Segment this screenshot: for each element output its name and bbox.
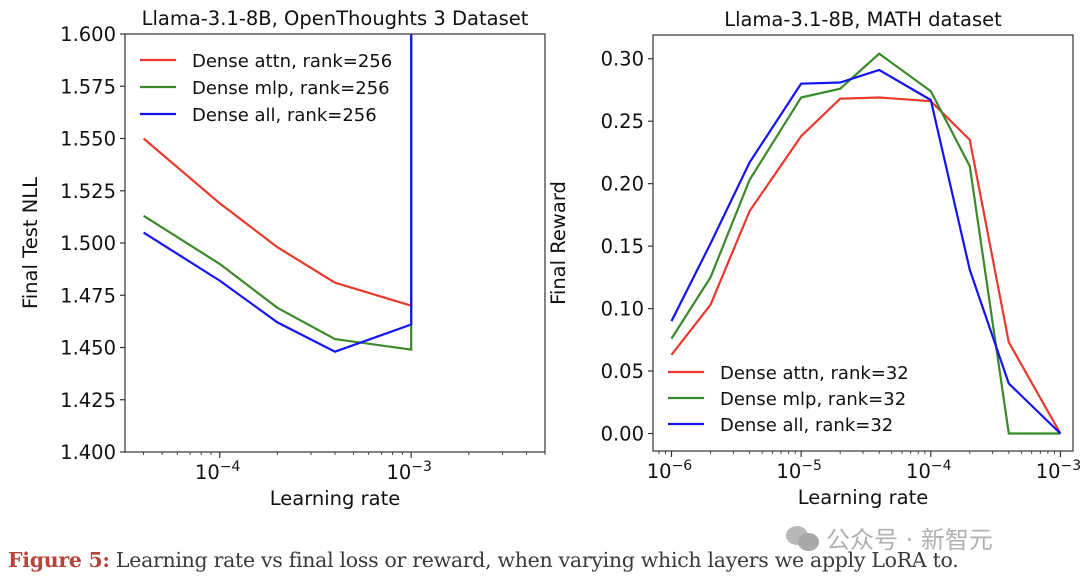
- y-axis-label: Final Reward: [547, 181, 570, 305]
- x-axis-label: Learning rate: [798, 486, 928, 509]
- series-line-3: [143, 34, 413, 353]
- y-tick-label: 0.10: [601, 298, 644, 321]
- x-tick-label: 10−5: [776, 458, 821, 483]
- y-tick-label: 1.475: [60, 284, 116, 307]
- watermark-text: 公众号 · 新智元: [826, 526, 993, 554]
- y-tick-label: 0.00: [601, 423, 644, 446]
- chart-1: 1.400 1.425 1.450 1.475 1.500 1.525 1.550 1.575…: [19, 7, 546, 510]
- caption-text: Learning rate vs final loss or reward, w…: [109, 548, 959, 572]
- series-line-1: [142, 34, 413, 308]
- y-tick-label: 1.550: [60, 128, 116, 151]
- y-tick-label: 1.575: [60, 75, 116, 98]
- x-axis-label: Learning rate: [270, 487, 400, 510]
- figure: 1.400 1.425 1.450 1.475 1.500 1.525 1.550 1.575…: [19, 7, 1080, 510]
- y-tick-label: 1.450: [60, 337, 116, 360]
- legend-label: Dense all, rank=256: [192, 105, 377, 126]
- legend-label: Dense attn, rank=32: [720, 363, 909, 384]
- legend: Dense attn, rank=256 Dense mlp, rank=256 D…: [140, 51, 392, 126]
- legend-label: Dense mlp, rank=256: [192, 78, 390, 99]
- caption-label: Figure 5:: [8, 548, 110, 572]
- y-tick-label: 0.05: [601, 360, 644, 383]
- y-axis-label: Final Test NLL: [19, 177, 42, 309]
- chart-2: 0.00 0.05 0.10 0.15 0.20 0.25 0.30 10−6 10−5 10−4…: [547, 8, 1080, 509]
- x-tick-label: 10−4: [195, 459, 241, 484]
- series-line-3: [670, 68, 1062, 435]
- chart-title: Llama-3.1-8B, OpenThoughts 3 Dataset: [142, 7, 529, 30]
- legend-label: Dense attn, rank=256: [192, 51, 392, 72]
- legend-label: Dense all, rank=32: [720, 415, 893, 436]
- y-tick-label: 0.15: [601, 235, 644, 258]
- x-tick-label: 10−6: [647, 458, 693, 483]
- plot-area: [142, 34, 413, 353]
- figure-caption: Figure 5: Learning rate vs final loss or…: [8, 548, 959, 572]
- y-tick-label: 1.600: [60, 23, 116, 46]
- y-tick-label: 0.25: [601, 110, 644, 133]
- series-line-2: [670, 52, 1061, 435]
- plot-area: [670, 52, 1062, 435]
- x-tick-label: 10−3: [1036, 458, 1080, 483]
- x-tick-label: 10−3: [386, 459, 431, 484]
- series-line-1: [670, 96, 1062, 435]
- y-tick-label: 1.500: [60, 232, 116, 255]
- wechat-icon: [786, 524, 820, 552]
- y-tick-label: 1.425: [60, 389, 116, 412]
- x-tick-label: 10−4: [906, 458, 952, 483]
- y-tick-label: 0.30: [601, 48, 644, 71]
- y-tick-label: 0.20: [601, 173, 644, 196]
- y-tick-label: 1.525: [60, 180, 116, 203]
- chart-title: Llama-3.1-8B, MATH dataset: [724, 8, 1002, 31]
- legend: Dense attn, rank=32 Dense mlp, rank=32 Den…: [668, 363, 909, 436]
- y-tick-label: 1.400: [60, 441, 116, 464]
- watermark: 公众号 · 新智元: [786, 520, 993, 555]
- legend-label: Dense mlp, rank=32: [720, 389, 906, 410]
